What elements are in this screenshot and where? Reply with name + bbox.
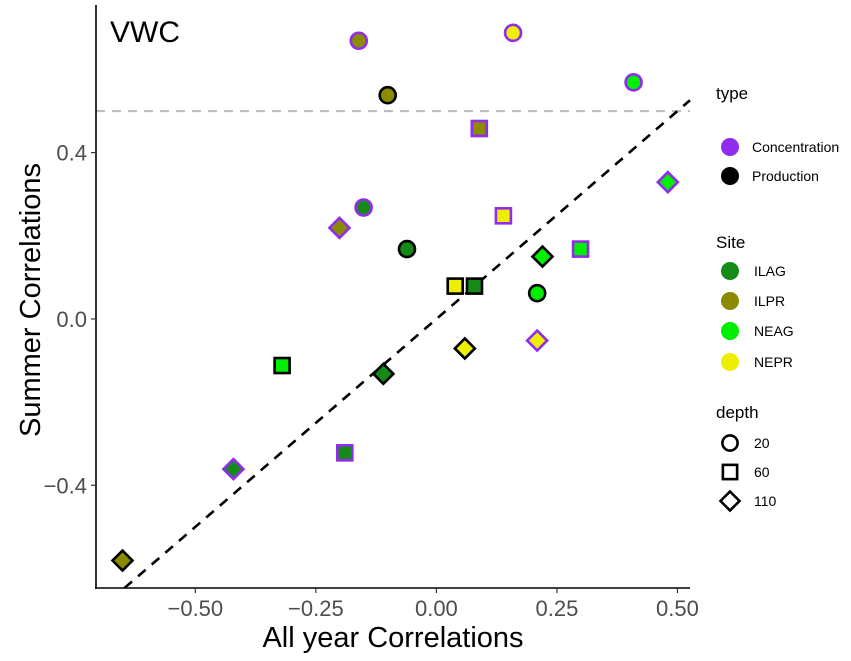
legend-title-type: type [716, 84, 748, 103]
data-point [446, 277, 464, 295]
data-point [327, 216, 352, 240]
y-axis-title: Summer Correlations [15, 163, 47, 437]
data-point [371, 362, 396, 386]
data-point [530, 244, 555, 269]
legend-label: Production [752, 168, 819, 184]
data-point [503, 23, 523, 43]
axes: −0.50 −0.25 0.00 0.25 0.50 −0.4 0.0 0.4 [44, 5, 699, 621]
legend: type Concentration Production Site ILAG ILPR N… [716, 84, 839, 513]
reference-lines [96, 99, 691, 589]
legend-label: NEAG [754, 323, 794, 339]
data-point [465, 277, 484, 295]
data-point [470, 119, 489, 138]
panel-title: VWC [110, 16, 180, 49]
data-point [397, 239, 417, 259]
data-point [494, 207, 513, 225]
legend-swatch-icon [721, 138, 739, 156]
x-tick-label: −0.50 [167, 596, 223, 621]
data-point [453, 336, 477, 361]
data-point [378, 85, 397, 105]
data-point [354, 198, 373, 217]
data-point [655, 170, 680, 194]
data-point [335, 444, 354, 462]
data-points [110, 23, 680, 573]
data-point [525, 328, 549, 353]
x-tick-label: 0.50 [656, 596, 699, 621]
legend-swatch-icon [721, 262, 739, 280]
y-tick-label: 0.4 [56, 141, 87, 166]
data-point [273, 356, 291, 375]
legend-label: 20 [754, 435, 770, 451]
legend-swatch-icon [721, 167, 739, 185]
data-point [571, 240, 590, 258]
legend-swatch-icon [721, 353, 739, 371]
legend-label: ILAG [754, 263, 786, 279]
data-point [221, 457, 246, 481]
legend-circle-icon [721, 434, 739, 452]
data-point [527, 283, 547, 303]
legend-label: ILPR [754, 293, 785, 309]
y-tick-label: 0.0 [56, 307, 87, 332]
x-tick-label: −0.25 [288, 596, 344, 621]
legend-title-site: Site [716, 233, 745, 252]
x-tick-label: 0.00 [415, 596, 458, 621]
data-point [349, 31, 369, 51]
legend-label: 110 [754, 493, 777, 509]
legend-label: NEPR [754, 354, 793, 370]
legend-label: 60 [754, 464, 770, 480]
data-point [110, 548, 135, 573]
legend-square-icon [721, 463, 739, 481]
one-to-one-line [123, 99, 691, 589]
x-tick-label: 0.25 [536, 596, 579, 621]
legend-swatch-icon [721, 322, 739, 340]
legend-title-depth: depth [716, 403, 759, 422]
data-point [624, 73, 643, 92]
x-axis-title: All year Correlations [262, 622, 523, 654]
y-tick-label: −0.4 [44, 473, 87, 498]
legend-swatch-icon [721, 292, 739, 310]
legend-diamond-icon [718, 489, 742, 513]
legend-label: Concentration [752, 139, 839, 155]
